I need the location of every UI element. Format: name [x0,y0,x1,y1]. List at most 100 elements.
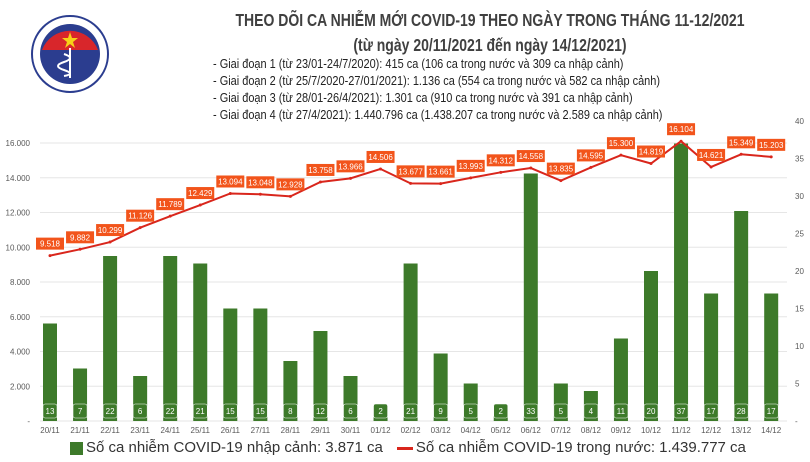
bar-label-box [433,403,448,419]
x-tick-label: 06/12 [521,426,542,435]
line-point [168,214,172,218]
bar-label-box [343,403,358,419]
y-right-tick-label: 35 [795,155,804,164]
bar-data-label: 2 [499,407,504,416]
y-right-tick-label: 20 [795,267,804,276]
bar-label-box [283,403,298,419]
y-right-tick-label: 10 [795,342,804,351]
bar [313,331,328,421]
x-tick-label: 13/12 [731,426,752,435]
bar-data-label: 20 [647,407,656,416]
bar-label-box [613,403,629,419]
ministry-of-health-logo [31,15,109,93]
line-data-label: 13.835 [549,165,574,174]
line-data-label: 13.758 [308,166,333,175]
line-point [108,240,112,244]
y-left-tick-label: 12.000 [6,209,31,218]
line-point [559,179,563,183]
x-tick-label: 26/11 [221,426,241,435]
line-label-box [667,123,696,136]
line-data-label: 12.928 [278,180,303,189]
x-tick-label: 20/11 [40,426,60,435]
line-data-label: 11.126 [128,212,152,221]
bar-label-box [313,403,328,419]
bar-label-box [763,403,779,419]
line-point [288,194,292,198]
line-point [499,170,503,174]
line-data-label: 15.203 [759,141,784,150]
line-label-box [516,150,545,163]
legend-item-imported: Số ca nhiễm COVID-19 nhập cảnh: 3.871 ca [70,439,383,456]
bar-label-box [373,403,388,419]
line-label-box [126,209,155,222]
line-data-label: 14.558 [519,152,544,161]
x-tick-label: 27/11 [251,426,271,435]
bar-label-box [162,403,178,419]
chart-subtitle: (từ ngày 20/11/2021 đến ngày 14/12/2021) [353,35,627,55]
line-label-box [36,237,64,250]
bar [193,263,208,421]
bar-data-label: 21 [406,407,415,416]
line-point [469,176,473,180]
line-data-label: 9.518 [40,240,61,249]
line-point [409,181,413,185]
x-tick-label: 30/11 [341,426,361,435]
line-point [679,139,683,143]
line-data-label: 13.966 [338,162,363,171]
line-data-label: 16.104 [669,125,694,134]
x-tick-label: 12/12 [701,426,722,435]
line-swatch-icon [396,446,413,450]
phase-note-3: - Giai đoạn 3 (từ 28/01-26/4/2021): 1.30… [213,91,633,105]
line-point [529,166,533,170]
line-data-label: 11.789 [158,200,182,209]
phase-note-1: - Giai đoạn 1 (từ 23/01-24/7/2020): 415 … [213,57,624,71]
line-data-label: 14.312 [489,156,514,165]
bar [674,143,689,421]
bar-data-label: 6 [138,407,143,416]
x-tick-label: 08/12 [581,426,602,435]
legend-label-imported: Số ca nhiễm COVID-19 nhập cảnh: 3.871 ca [86,439,383,456]
x-tick-label: 03/12 [431,426,452,435]
bar-data-label: 8 [288,407,293,416]
line-point [649,162,653,166]
bar-label-box [553,403,569,419]
line-point [379,167,383,171]
y-left-tick-label: 14.000 [6,174,31,183]
legend: Số ca nhiễm COVID-19 nhập cảnh: 3.871 ca… [70,439,746,456]
line-point [589,165,593,169]
line-point [48,254,52,258]
line-label-box [426,165,455,178]
bar-data-label: 15 [256,407,265,416]
line-data-label: 14.506 [368,153,393,162]
line-point [439,182,443,186]
line-label-box [246,176,275,189]
bar-label-box [463,403,478,419]
y-left-tick-label: 8.000 [10,278,31,287]
bar-data-label: 4 [589,407,594,416]
bar [734,211,749,421]
line-label-box [546,162,575,175]
bar-label-box [403,403,418,419]
bar-data-label: 6 [348,407,353,416]
line-data-label: 10.299 [98,226,123,235]
x-tick-label: 14/12 [761,426,782,435]
line-label-box [336,160,365,173]
bar [704,293,719,421]
bar-label-box [643,403,659,419]
y-right-tick-label: 25 [795,230,804,239]
line-label-box [366,150,395,163]
x-tick-label: 02/12 [401,426,422,435]
line-data-label: 13.094 [218,177,243,186]
y-right-tick-label: 30 [795,192,804,201]
line-data-label: 14.819 [639,148,664,157]
bar-data-label: 22 [166,407,175,416]
bar-label-box [72,403,88,419]
y-left-tick-label: 2.000 [10,382,31,391]
x-tick-label: 09/12 [611,426,632,435]
y-right-tick-label: - [795,417,798,426]
line-label-box [96,224,125,237]
bar-data-label: 5 [468,407,473,416]
y-right-tick-label: 40 [795,117,804,126]
phase-note-2: - Giai đoạn 2 (từ 25/7/2020-27/01/2021):… [213,74,661,88]
line-data-label: 13.993 [458,162,483,171]
